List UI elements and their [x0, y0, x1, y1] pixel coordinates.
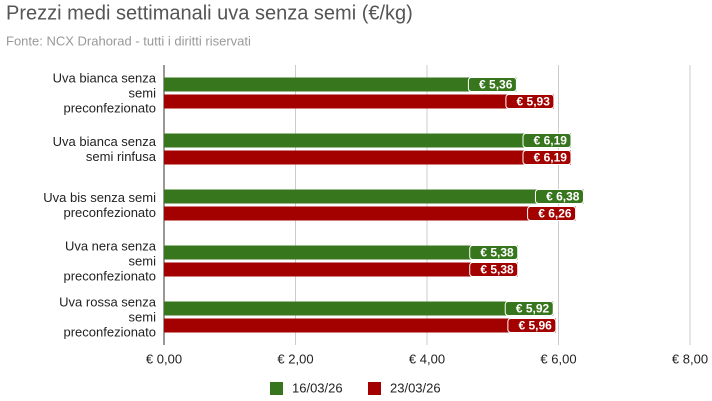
bar	[164, 245, 518, 260]
value-label: € 6,38	[546, 190, 580, 204]
bar	[164, 77, 517, 92]
y-tick-label: Uva bianca senza semi preconfezionato	[52, 70, 156, 116]
value-label-box	[527, 206, 577, 221]
x-tick-label: € 4,00	[409, 351, 445, 366]
value-label-box	[522, 133, 572, 148]
x-tick-label: € 8,00	[672, 351, 708, 366]
value-label-box	[467, 77, 517, 92]
value-label-box	[504, 301, 554, 316]
legend-swatch	[270, 382, 283, 395]
bar	[164, 94, 554, 109]
value-label: € 6,19	[534, 151, 568, 165]
bar	[164, 189, 584, 204]
value-label-box	[522, 150, 572, 165]
value-label: € 6,19	[534, 134, 568, 148]
value-label-box	[469, 262, 519, 277]
chart-subtitle: Fonte: NCX Drahorad - tutti i diritti ri…	[6, 33, 251, 48]
value-label: € 5,96	[518, 319, 552, 333]
x-tick-label: € 2,00	[277, 351, 313, 366]
bar	[164, 301, 554, 316]
y-tick-label: Uva bianca senza semi rinfusa	[52, 134, 156, 164]
x-tick-label: € 6,00	[540, 351, 576, 366]
value-label: € 5,38	[480, 246, 514, 260]
y-tick-label: Uva rossa senza semi preconfezionato	[59, 294, 156, 340]
x-tick-label: € 0,00	[146, 351, 182, 366]
value-label: € 5,36	[479, 78, 513, 92]
bar	[164, 206, 576, 221]
value-label-box	[534, 189, 584, 204]
bar	[164, 318, 556, 333]
legend-swatch	[368, 382, 381, 395]
legend-label: 16/03/26	[292, 380, 343, 395]
value-label: € 5,93	[517, 95, 551, 109]
bar	[164, 133, 571, 148]
chart-title: Prezzi medi settimanali uva senza semi (…	[6, 2, 413, 24]
value-label-box	[505, 94, 555, 109]
value-label: € 5,38	[480, 263, 514, 277]
value-label-box	[469, 245, 519, 260]
bar	[164, 150, 571, 165]
value-label: € 6,26	[538, 207, 572, 221]
bar	[164, 262, 518, 277]
legend-label: 23/03/26	[390, 380, 441, 395]
y-tick-label: Uva bis senza semi preconfezionato	[43, 190, 156, 220]
value-label: € 5,92	[516, 302, 550, 316]
value-label-box	[507, 318, 557, 333]
y-tick-label: Uva nera senza semi preconfezionato	[63, 238, 156, 284]
